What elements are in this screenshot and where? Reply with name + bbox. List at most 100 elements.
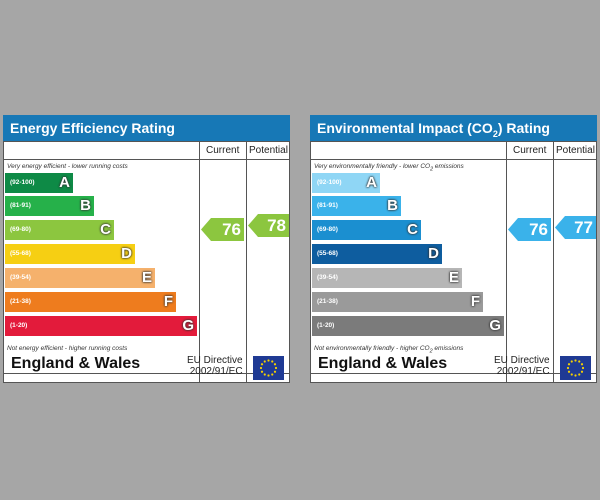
band-range: (1-20) <box>317 322 335 329</box>
band-range: (39-54) <box>317 274 338 281</box>
note-prefix: Very environmentally friendly - lower CO <box>314 163 431 170</box>
potential-rating-value: 78 <box>267 216 286 235</box>
flag-star <box>259 366 263 370</box>
flag-star <box>263 360 266 363</box>
grid-line <box>3 159 290 160</box>
environmental-impact-panel: Environmental Impact (CO2) Rating Curren… <box>310 115 597 383</box>
band-letter: E <box>141 269 152 286</box>
band-b: (81-91) B <box>5 196 94 216</box>
band-range: (39-54) <box>10 274 31 281</box>
arrow-shape <box>201 218 244 241</box>
band-e: (39-54) E <box>5 268 155 288</box>
flag-star <box>578 360 581 363</box>
current-rating-value: 76 <box>529 220 548 239</box>
directive-line1: EU Directive <box>187 355 243 366</box>
flag-star <box>274 366 278 370</box>
current-column-header: Current <box>513 145 547 156</box>
band-letter: G <box>489 317 501 334</box>
grid-line <box>553 141 554 383</box>
note-suffix: emissions <box>433 163 464 170</box>
flag-star <box>574 374 577 377</box>
current-rating-arrow: 76 <box>201 218 244 241</box>
band-range: (81-91) <box>10 202 31 209</box>
current-column-header: Current <box>206 145 240 156</box>
band-f: (21-38) F <box>5 292 176 312</box>
grid-line <box>3 382 290 383</box>
band-letter: C <box>100 221 111 238</box>
flag-star <box>570 373 573 376</box>
environment-grid: Current Potential Very environmentally f… <box>310 141 597 383</box>
potential-rating-arrow: 77 <box>555 216 596 239</box>
note-suffix: emissions <box>432 345 464 352</box>
band-letter: C <box>407 221 418 238</box>
flag-star <box>267 359 270 362</box>
band-letter: A <box>366 174 377 191</box>
band-f: (21-38) F <box>312 292 483 312</box>
band-b: (81-91) B <box>312 196 401 216</box>
top-note: Very energy efficient - lower running co… <box>7 163 128 170</box>
band-a: (92-100) A <box>312 173 380 193</box>
arrow-shape <box>555 216 596 239</box>
grid-line <box>310 382 597 383</box>
grid-line <box>310 373 597 374</box>
note-prefix: Not environmentally friendly - higher CO <box>314 345 430 352</box>
band-range: (81-91) <box>317 202 338 209</box>
title-sub: 2 <box>492 128 498 139</box>
directive-line2: 2002/91/EC <box>496 366 550 377</box>
flag-star <box>567 363 571 366</box>
grid-line <box>3 373 290 374</box>
band-g: (1-20) G <box>312 316 504 336</box>
potential-rating-value: 77 <box>574 218 593 237</box>
flag-star <box>273 370 277 373</box>
note-sub: 2 <box>430 166 434 173</box>
band-e: (39-54) E <box>312 268 462 288</box>
grid-line <box>310 141 311 383</box>
top-note: Very environmentally friendly - lower CO… <box>314 163 464 172</box>
band-range: (92-100) <box>317 179 342 186</box>
band-range: (69-80) <box>10 226 31 233</box>
region-label: England & Wales <box>318 355 448 372</box>
grid-line <box>199 141 200 383</box>
eu-directive: EU Directive 2002/91/EC <box>494 355 550 377</box>
eu-flag-icon <box>560 356 591 380</box>
energy-panel-title: Energy Efficiency Rating <box>3 115 290 141</box>
band-letter: B <box>387 197 398 214</box>
grid-line <box>246 141 247 383</box>
band-range: (1-20) <box>10 322 28 329</box>
energy-grid: Current Potential Very energy efficient … <box>3 141 290 383</box>
energy-efficiency-panel: Energy Efficiency Rating Current Potenti… <box>3 115 290 383</box>
flag-star <box>260 370 264 373</box>
region-label: England & Wales <box>11 355 141 372</box>
band-range: (92-100) <box>10 179 35 186</box>
directive-line2: 2002/91/EC <box>189 366 243 377</box>
band-range: (21-38) <box>317 298 338 305</box>
note-sub: 2 <box>429 348 433 355</box>
flag-star <box>271 360 274 363</box>
band-d: (55-68) D <box>5 244 135 264</box>
band-range: (69-80) <box>317 226 338 233</box>
band-letter: F <box>163 293 173 310</box>
grid-line <box>3 141 4 383</box>
band-a: (92-100) A <box>5 173 73 193</box>
flag-star <box>271 373 274 376</box>
band-range: (21-38) <box>10 298 31 305</box>
flag-stars <box>259 359 278 377</box>
flag-star <box>574 359 577 362</box>
title-prefix: Environmental Impact (CO <box>317 120 493 136</box>
flag-star <box>267 374 270 377</box>
eu-flag-icon <box>253 356 284 380</box>
band-letter: B <box>80 197 91 214</box>
flag-star <box>567 370 571 373</box>
band-letter: A <box>59 174 70 191</box>
flag-star <box>578 373 581 376</box>
flag-star <box>566 366 570 370</box>
flag-star <box>273 363 277 366</box>
current-rating-arrow: 76 <box>508 218 551 241</box>
flag-star <box>581 366 585 370</box>
current-rating-value: 76 <box>222 220 241 239</box>
bottom-note: Not energy efficient - higher running co… <box>7 345 128 352</box>
title-suffix: ) Rating <box>497 120 550 136</box>
band-letter: E <box>448 269 459 286</box>
grid-line <box>3 141 290 142</box>
environment-panel-title: Environmental Impact (CO2) Rating <box>310 115 597 141</box>
